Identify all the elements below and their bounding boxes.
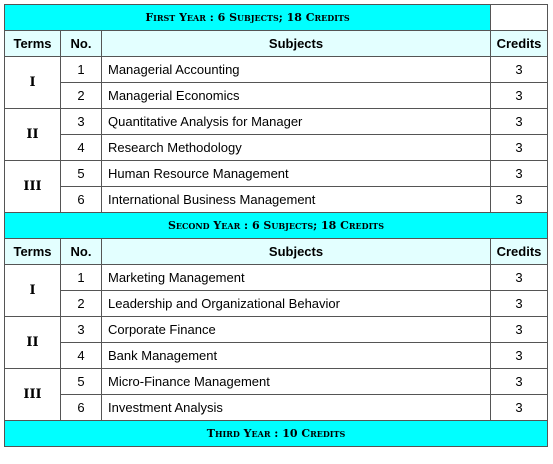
course-number: 3	[60, 108, 102, 135]
term-cell: I	[4, 264, 61, 317]
term-cell: I	[4, 56, 61, 109]
table-row: III 5 Human Resource Management 3	[4, 160, 549, 213]
term-cell: III	[4, 368, 61, 421]
table-row: II 3 Corporate Finance 3	[4, 316, 549, 369]
credit-value: 3	[490, 160, 549, 187]
subject-name: International Business Management	[100, 186, 492, 213]
year-band-row: First Year : 6 Subjects; 18 Credits	[3, 4, 549, 31]
credit-value: 3	[490, 108, 549, 135]
course-number: 4	[60, 134, 102, 161]
table-row: I 1 Marketing Management 3	[4, 264, 549, 317]
subject-name: Human Resource Management	[100, 160, 492, 187]
column-header-row: Terms No. Subjects Credits	[4, 30, 549, 57]
subject-name: Investment Analysis	[100, 394, 492, 421]
course-number: 1	[60, 264, 102, 291]
term-cell: II	[4, 108, 61, 161]
credit-value: 3	[490, 316, 549, 343]
header-credits: Credits	[490, 30, 549, 57]
header-terms: Terms	[4, 238, 61, 265]
term-cell: III	[4, 160, 61, 213]
subject-name: Micro-Finance Management	[100, 368, 492, 395]
year-band-blank-cell	[490, 4, 549, 31]
curriculum-container: First Year : 6 Subjects; 18 Credits Term…	[3, 4, 549, 447]
credit-value: 3	[490, 186, 549, 213]
subject-name: Marketing Management	[100, 264, 492, 291]
course-number: 2	[60, 82, 102, 109]
table-row: 6 International Business Management 3	[5, 186, 549, 213]
table-row: II 3 Quantitative Analysis for Manager 3	[4, 108, 549, 161]
year-title: Third Year : 10 Credits	[3, 420, 549, 447]
table-row: 2 Leadership and Organizational Behavior…	[5, 290, 549, 317]
course-number: 6	[60, 394, 102, 421]
course-number: 4	[60, 342, 102, 369]
credit-value: 3	[490, 368, 549, 395]
header-subjects: Subjects	[100, 238, 492, 265]
year-title: First Year : 6 Subjects; 18 Credits	[3, 4, 492, 31]
header-credits: Credits	[490, 238, 549, 265]
course-number: 5	[60, 160, 102, 187]
column-header-row: Terms No. Subjects Credits	[4, 238, 549, 265]
course-number: 5	[60, 368, 102, 395]
term-cell: II	[4, 316, 61, 369]
credit-value: 3	[490, 264, 549, 291]
credit-value: 3	[490, 82, 549, 109]
subject-name: Quantitative Analysis for Manager	[100, 108, 492, 135]
header-no: No.	[60, 30, 102, 57]
credit-value: 3	[490, 394, 549, 421]
table-row: 4 Bank Management 3	[5, 342, 549, 369]
course-number: 1	[60, 56, 102, 83]
credit-value: 3	[490, 134, 549, 161]
course-number: 6	[60, 186, 102, 213]
subject-name: Corporate Finance	[100, 316, 492, 343]
subject-name: Managerial Economics	[100, 82, 492, 109]
subject-name: Bank Management	[100, 342, 492, 369]
table-row: 6 Investment Analysis 3	[5, 394, 549, 421]
course-number: 3	[60, 316, 102, 343]
year-band-row: Third Year : 10 Credits	[3, 420, 549, 447]
credit-value: 3	[490, 56, 549, 83]
credit-value: 3	[490, 290, 549, 317]
subject-name: Leadership and Organizational Behavior	[100, 290, 492, 317]
curriculum-table: First Year : 6 Subjects; 18 Credits Term…	[3, 4, 549, 447]
table-row: 2 Managerial Economics 3	[5, 82, 549, 109]
header-no: No.	[60, 238, 102, 265]
table-row: 4 Research Methodology 3	[5, 134, 549, 161]
table-row: III 5 Micro-Finance Management 3	[4, 368, 549, 421]
header-terms: Terms	[4, 30, 61, 57]
subject-name: Managerial Accounting	[100, 56, 492, 83]
table-row: I 1 Managerial Accounting 3	[4, 56, 549, 109]
header-subjects: Subjects	[100, 30, 492, 57]
subject-name: Research Methodology	[100, 134, 492, 161]
year-title: Second Year : 6 Subjects; 18 Credits	[3, 212, 549, 239]
year-band-row: Second Year : 6 Subjects; 18 Credits	[3, 212, 549, 239]
credit-value: 3	[490, 342, 549, 369]
course-number: 2	[60, 290, 102, 317]
